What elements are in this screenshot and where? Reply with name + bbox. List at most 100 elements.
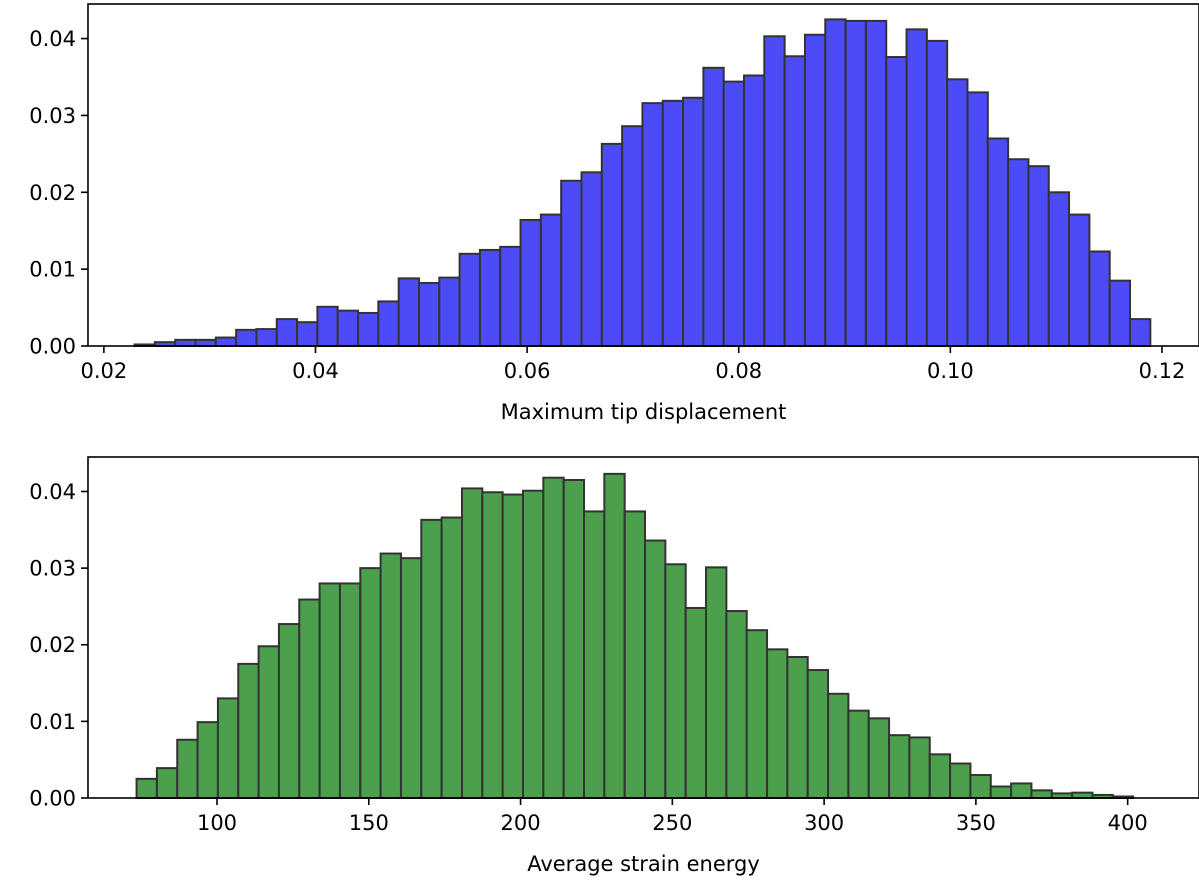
tip-displacement-bar: [1027, 165, 1050, 347]
tip-displacement-bar: [214, 336, 238, 347]
strain-energy-x-tick-label: 350: [956, 811, 996, 835]
tip-displacement-bar: [336, 309, 360, 347]
strain-energy-x-tick-label: 200: [501, 811, 541, 835]
strain-energy-x-tick-label: 400: [1108, 811, 1148, 835]
strain-energy-y-tick-label: 0.01: [29, 710, 76, 734]
tip-displacement-bar: [885, 56, 908, 347]
strain-energy-bar: [725, 610, 748, 800]
tip-displacement-bar: [743, 74, 766, 347]
strain-energy-bar: [989, 785, 1013, 800]
tip-displacement-x-tick-label: 0.04: [292, 359, 339, 383]
tip-displacement-bar: [661, 99, 685, 347]
strain-energy-bar: [481, 491, 504, 799]
strain-energy-bar: [949, 762, 972, 800]
strain-energy-x-axis-label: Average strain energy: [527, 852, 760, 876]
tip-displacement-x-axis-label: Maximum tip displacement: [501, 400, 787, 424]
strain-energy-bar: [867, 717, 891, 799]
tip-displacement-bar: [438, 276, 461, 348]
tip-displacement-bar: [1088, 250, 1111, 347]
tip-displacement-bar: [905, 28, 928, 348]
tip-displacement-bar: [925, 39, 949, 347]
strain-energy-bar: [420, 518, 443, 800]
strain-energy-x-tick-label: 250: [652, 811, 692, 835]
strain-energy-x-tick-label: 150: [349, 811, 389, 835]
tip-displacement-x-tick-label: 0.12: [1139, 359, 1186, 383]
strain-energy-bar: [1010, 782, 1033, 800]
strain-energy-bar: [928, 753, 952, 800]
strain-energy-bars: [135, 472, 1135, 800]
tip-displacement-bar: [397, 277, 420, 347]
strain-energy-bar: [969, 774, 992, 800]
strain-energy-bar: [399, 557, 423, 800]
strain-energy-bar: [501, 493, 524, 799]
strain-energy-y-axis: 0.00 0.01 0.02 0.03 0.04: [29, 480, 88, 811]
tip-displacement-bar: [194, 338, 217, 348]
strain-energy-bar: [298, 598, 321, 800]
strain-energy-bar: [745, 629, 769, 799]
tip-displacement-bar: [621, 125, 644, 347]
strain-energy-bar: [460, 487, 484, 799]
strain-energy-bar: [176, 738, 199, 800]
tip-displacement-bar: [275, 318, 299, 348]
strain-energy-bar: [603, 472, 626, 799]
tip-displacement-bar: [783, 55, 806, 347]
strain-energy-x-tick-label: 100: [197, 811, 237, 835]
tip-displacement-bar: [946, 78, 969, 347]
strain-energy-y-tick-label: 0.04: [29, 480, 76, 504]
strain-energy-x-tick-label: 300: [804, 811, 844, 835]
tip-displacement-bar: [1129, 318, 1152, 348]
tip-displacement-bar: [682, 96, 705, 348]
strain-energy-y-tick-label: 0.00: [29, 787, 76, 811]
tip-displacement-bar: [986, 137, 1010, 347]
tip-displacement-y-tick-label: 0.01: [29, 258, 76, 282]
strain-energy-bar: [440, 516, 463, 799]
tip-displacement-bar: [357, 311, 380, 348]
tip-displacement-y-tick-label: 0.03: [29, 104, 76, 128]
strain-energy-bar: [827, 692, 850, 800]
tip-displacement-bar: [1007, 158, 1030, 347]
strain-energy-bar: [542, 476, 565, 799]
tip-displacement-bar: [296, 321, 319, 347]
tip-displacement-x-tick-label: 0.02: [80, 359, 127, 383]
tip-displacement-x-tick-label: 0.08: [715, 359, 762, 383]
strain-energy-bar: [908, 736, 931, 800]
strain-energy-bar: [216, 697, 240, 800]
tip-displacement-bar: [600, 142, 624, 347]
strain-energy-bar: [664, 563, 687, 800]
tip-displacement-bar: [519, 218, 542, 348]
tip-displacement-bar: [803, 33, 827, 348]
tip-displacement-axes-frame: [87, 3, 1199, 347]
tip-displacement-x-axis: 0.02 0.04 0.06 0.08 0.10 0.12: [80, 346, 1185, 383]
strain-energy-bar: [521, 489, 545, 799]
strain-energy-histogram: 0.00 0.01 0.02 0.03 0.04 100 150 200 250 300 350 4…: [29, 456, 1199, 876]
strain-energy-bar: [196, 721, 219, 800]
tip-displacement-x-tick-label: 0.06: [504, 359, 551, 383]
strain-energy-bar: [155, 767, 179, 799]
strain-energy-bar: [684, 606, 708, 800]
tip-displacement-bar: [235, 328, 258, 347]
strain-energy-bar: [359, 567, 382, 799]
strain-energy-axes-frame: [87, 456, 1199, 799]
strain-energy-bar: [786, 656, 809, 799]
strain-energy-bar: [338, 582, 362, 799]
tip-displacement-bar: [499, 245, 522, 347]
strain-energy-bar: [705, 566, 728, 799]
strain-energy-bar: [583, 510, 606, 799]
strain-energy-bar: [237, 662, 260, 800]
strain-energy-bar: [644, 539, 667, 800]
strain-energy-x-axis: 100 150 200 250 300 350 400: [197, 798, 1148, 835]
strain-energy-bar: [379, 552, 402, 799]
tip-displacement-bar: [316, 305, 339, 347]
strain-energy-y-tick-label: 0.03: [29, 557, 76, 581]
tip-displacement-bar: [539, 213, 563, 347]
strain-energy-bar: [806, 669, 830, 800]
tip-displacement-bar: [763, 35, 786, 347]
strain-energy-bar: [766, 648, 789, 800]
tip-displacement-bar: [417, 281, 441, 348]
tip-displacement-y-axis: 0.00 0.01 0.02 0.03 0.04: [29, 27, 88, 359]
tip-displacement-bar: [478, 248, 502, 347]
tip-displacement-bar: [966, 91, 989, 347]
tip-displacement-bar: [1047, 191, 1071, 347]
tip-displacement-x-tick-label: 0.10: [927, 359, 974, 383]
